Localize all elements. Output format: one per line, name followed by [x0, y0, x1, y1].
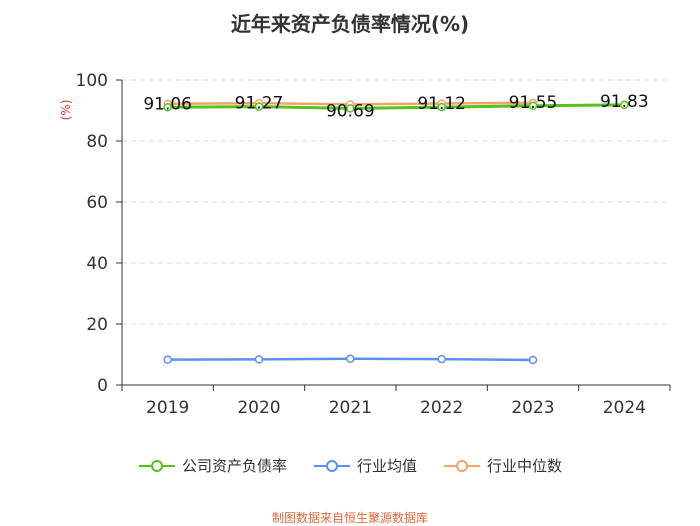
data-label: 91.27	[235, 94, 284, 114]
data-label: 91.06	[143, 94, 192, 114]
data-point	[528, 101, 538, 111]
legend-marker-industry-mean-icon	[313, 459, 350, 472]
data-point	[254, 102, 264, 111]
data-point	[346, 104, 355, 113]
data-point	[620, 100, 629, 110]
x-tick-label: 2022	[420, 398, 463, 418]
data-point	[437, 354, 446, 364]
data-label: 90.69	[326, 101, 375, 121]
data-point	[163, 103, 172, 112]
y-axis-label: (%)	[59, 100, 73, 121]
x-tick-label: 2023	[511, 398, 554, 418]
data-point	[437, 102, 446, 112]
y-tick-label: 20	[86, 315, 108, 335]
legend-label-company: 公司资产负债率	[181, 457, 287, 475]
data-point	[528, 355, 538, 365]
data-point	[163, 355, 172, 364]
x-tick-label: 2020	[237, 398, 280, 418]
legend-label-industry-median: 行业中位数	[487, 457, 563, 475]
y-tick-label: 80	[86, 132, 108, 152]
data-point	[254, 355, 264, 364]
series-line-0	[167, 103, 625, 110]
legend-item-industry-mean[interactable]: 行业均值	[313, 455, 417, 476]
legend-item-company[interactable]: 公司资产负债率	[138, 455, 287, 476]
y-tick-label: 60	[86, 193, 108, 213]
source-note: 制图数据来自恒生聚源数据库	[271, 511, 428, 525]
chart-title: 近年来资产负债率情况(%)	[230, 12, 470, 36]
legend-label-industry-mean: 行业均值	[356, 457, 417, 475]
legend-item-industry-median[interactable]: 行业中位数	[443, 455, 562, 476]
data-label: 91.55	[509, 93, 558, 113]
legend-marker-company-icon	[138, 459, 175, 472]
y-tick-label: 100	[76, 71, 108, 91]
chart-legend: 公司资产负债率 行业均值 行业中位数	[0, 455, 700, 476]
x-tick-label: 2021	[329, 398, 372, 418]
data-point	[346, 354, 355, 364]
y-tick-label: 40	[86, 254, 108, 274]
legend-marker-industry-median-icon	[444, 459, 480, 472]
x-tick-label: 2019	[146, 398, 189, 418]
data-label: 91.12	[417, 94, 466, 114]
x-tick-label: 2024	[603, 398, 646, 418]
data-label: 91.83	[600, 92, 649, 112]
y-tick-label: 0	[97, 376, 108, 396]
